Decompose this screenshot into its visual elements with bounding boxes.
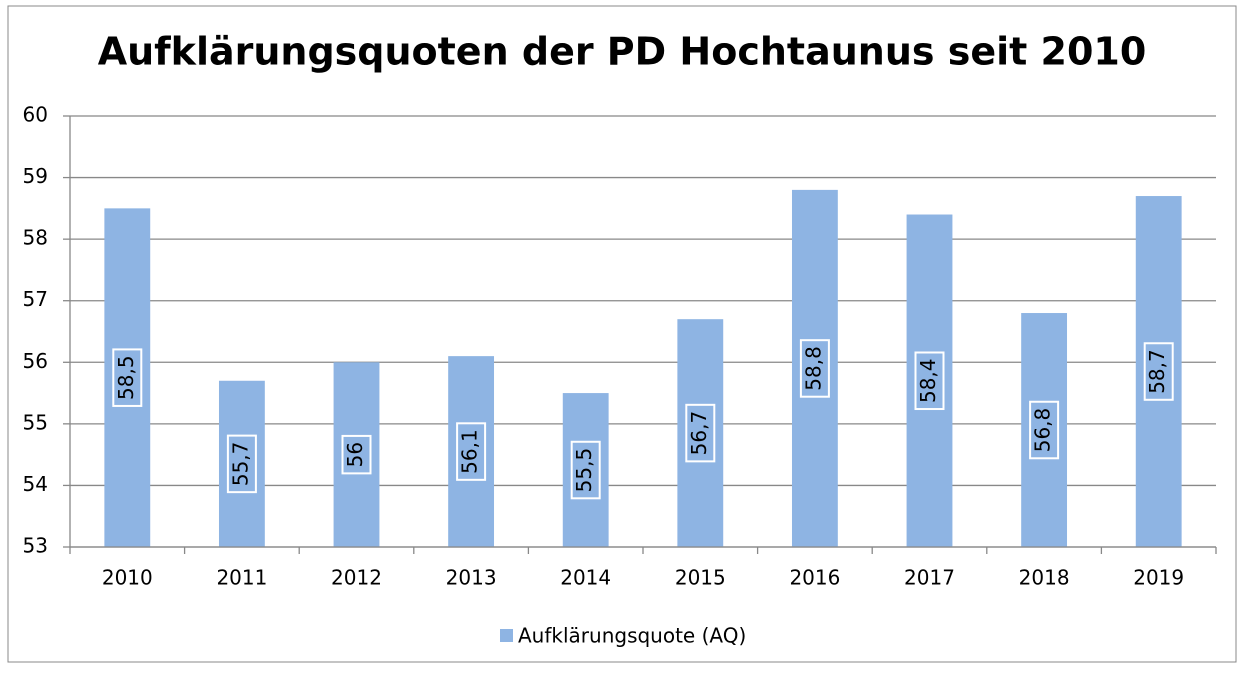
x-tick-label: 2010 bbox=[102, 566, 153, 590]
x-tick-label: 2012 bbox=[331, 566, 382, 590]
bar bbox=[791, 189, 838, 547]
chart-title: Aufklärungsquoten der PD Hochtaunus seit… bbox=[98, 30, 1147, 74]
data-label: 56 bbox=[343, 442, 367, 467]
data-label: 58,5 bbox=[114, 355, 138, 400]
bar bbox=[677, 319, 724, 547]
y-tick-label: 58 bbox=[23, 226, 48, 250]
data-label: 58,4 bbox=[916, 358, 940, 403]
data-label-box bbox=[1029, 400, 1060, 460]
data-label-box bbox=[914, 351, 945, 411]
data-label-box bbox=[570, 440, 601, 500]
y-tick-label: 54 bbox=[23, 472, 48, 496]
data-label: 58,8 bbox=[801, 346, 825, 391]
x-tick-label: 2016 bbox=[789, 566, 840, 590]
data-label-box bbox=[799, 339, 830, 398]
data-label-box bbox=[226, 434, 257, 494]
bar bbox=[1135, 196, 1182, 548]
data-label-box bbox=[685, 403, 716, 463]
data-label-box bbox=[1143, 342, 1174, 401]
x-tick-label: 2018 bbox=[1019, 566, 1070, 590]
bar bbox=[104, 208, 151, 547]
bar bbox=[333, 362, 380, 547]
y-tick-label: 57 bbox=[23, 287, 48, 311]
x-tick-label: 2017 bbox=[904, 566, 955, 590]
x-tick-label: 2014 bbox=[560, 566, 611, 590]
x-tick-label: 2011 bbox=[216, 566, 267, 590]
x-tick-label: 2013 bbox=[446, 566, 497, 590]
data-label: 56,7 bbox=[687, 411, 711, 456]
bar bbox=[218, 380, 265, 547]
bar bbox=[448, 356, 495, 547]
y-tick-label: 55 bbox=[23, 410, 48, 434]
data-label-box bbox=[112, 348, 143, 407]
bar bbox=[562, 393, 609, 547]
legend-swatch bbox=[500, 629, 513, 642]
x-tick-label: 2019 bbox=[1133, 566, 1184, 590]
data-label: 56,8 bbox=[1031, 408, 1055, 453]
y-tick-label: 59 bbox=[23, 164, 48, 188]
x-tick-label: 2015 bbox=[675, 566, 726, 590]
y-tick-label: 60 bbox=[23, 103, 48, 127]
data-label-box bbox=[341, 434, 372, 475]
data-label-box bbox=[456, 422, 487, 481]
y-tick-label: 53 bbox=[23, 534, 48, 558]
bar bbox=[906, 214, 953, 547]
data-label: 55,5 bbox=[572, 448, 596, 493]
bar bbox=[1021, 313, 1068, 547]
y-tick-label: 56 bbox=[23, 349, 48, 373]
data-label: 55,7 bbox=[228, 442, 252, 487]
data-label: 58,7 bbox=[1145, 349, 1169, 394]
legend-label: Aufklärungsquote (AQ) bbox=[518, 624, 746, 648]
data-label: 56,1 bbox=[458, 429, 482, 474]
